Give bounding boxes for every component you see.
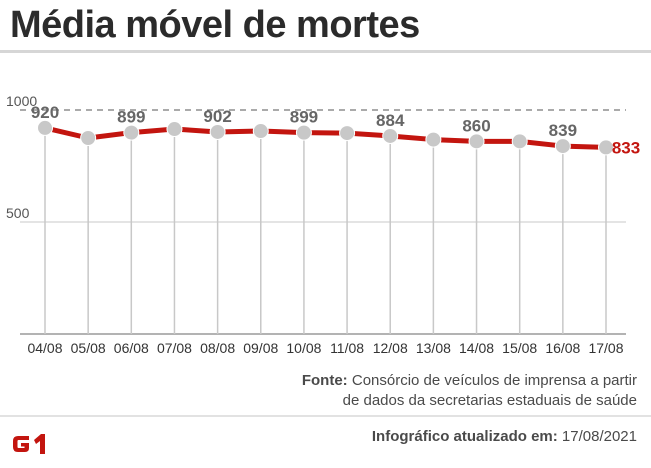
line-chart: 500 1000 04/08 05/08 06/08 07/08 08/08 09/08 10… bbox=[6, 93, 640, 356]
data-label: 899 bbox=[290, 108, 318, 127]
x-tick-label: 16/08 bbox=[545, 340, 580, 356]
updated-date: 17/08/2021 bbox=[561, 428, 637, 445]
data-label: 860 bbox=[462, 116, 490, 135]
x-tick-label: 12/08 bbox=[373, 340, 408, 356]
data-point bbox=[339, 125, 356, 142]
data-label: 833 bbox=[612, 138, 640, 157]
x-tick-label: 14/08 bbox=[459, 340, 494, 356]
source-note: Fonte: Consórcio de veículos de imprensa… bbox=[217, 371, 637, 411]
page-title: Média móvel de mortes bbox=[10, 4, 420, 46]
data-point bbox=[425, 131, 442, 148]
data-point bbox=[80, 130, 97, 146]
x-tick-label: 17/08 bbox=[588, 340, 623, 356]
data-point bbox=[554, 138, 571, 155]
data-point bbox=[37, 119, 53, 136]
data-point bbox=[382, 127, 399, 144]
source-text-line1: Consórcio de veículos de imprensa a part… bbox=[351, 372, 637, 389]
data-labels: 920 899 902 899 884 860 839 833 bbox=[31, 103, 640, 157]
footer-divider bbox=[0, 415, 651, 417]
data-point bbox=[511, 133, 528, 150]
x-tick-label: 13/08 bbox=[416, 340, 451, 356]
data-label: 884 bbox=[376, 111, 405, 130]
g1-logo-icon: G1 bbox=[10, 430, 54, 458]
data-label: 839 bbox=[549, 121, 577, 140]
chart-points bbox=[37, 119, 614, 156]
data-label: 920 bbox=[31, 103, 59, 122]
updated-label: Infográfico atualizado em: bbox=[371, 428, 558, 445]
x-tick-label: 08/08 bbox=[200, 340, 235, 356]
data-label: 899 bbox=[117, 108, 145, 127]
data-label: 902 bbox=[203, 107, 231, 126]
data-point bbox=[209, 123, 226, 140]
data-point bbox=[123, 124, 140, 141]
x-tick-label: 04/08 bbox=[27, 340, 62, 356]
x-axis: 04/08 05/08 06/08 07/08 08/08 09/08 10/08 11/08… bbox=[27, 340, 623, 356]
x-tick-label: 11/08 bbox=[330, 340, 364, 356]
data-point bbox=[468, 133, 485, 150]
x-tick-label: 06/08 bbox=[114, 340, 149, 356]
x-tick-label: 07/08 bbox=[157, 340, 192, 356]
y-tick-label: 1000 bbox=[6, 93, 37, 109]
x-tick-label: 15/08 bbox=[502, 340, 537, 356]
source-text-line2: de dados da secretarias estaduais de saú… bbox=[342, 392, 637, 409]
x-tick-label: 09/08 bbox=[243, 340, 278, 356]
updated-note: Infográfico atualizado em: 17/08/2021 bbox=[372, 428, 637, 445]
data-point bbox=[295, 124, 312, 141]
x-tick-label: 05/08 bbox=[71, 340, 106, 356]
title-divider bbox=[0, 50, 651, 53]
y-tick-label: 500 bbox=[6, 205, 30, 221]
chart-grid: 500 1000 bbox=[6, 93, 626, 335]
data-point bbox=[598, 139, 614, 156]
data-point bbox=[166, 121, 183, 138]
data-point bbox=[252, 123, 269, 140]
source-label: Fonte: bbox=[301, 372, 348, 389]
x-tick-label: 10/08 bbox=[286, 340, 321, 356]
